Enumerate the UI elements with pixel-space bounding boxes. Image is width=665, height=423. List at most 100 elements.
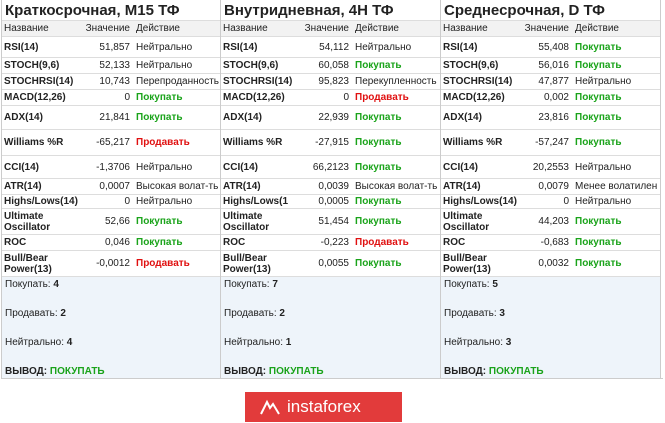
indicator-row: CCI(14) -1,3706 Нейтрально — [2, 155, 220, 179]
conclusion-value: ПОКУПАТЬ — [488, 366, 544, 377]
logo-text: instaforex — [287, 397, 361, 416]
indicator-row: ADX(14) 21,841 Покупать — [2, 105, 220, 130]
indicator-name: Bull/Bear Power(13) — [441, 250, 519, 277]
column-header: Значение — [519, 20, 571, 37]
indicator-name: ADX(14) — [221, 105, 299, 130]
summary-value: 5 — [492, 279, 498, 290]
indicator-value: 0,0007 — [80, 178, 132, 195]
indicator-action: Нейтрально — [571, 73, 660, 90]
indicator-row: MACD(12,26) 0,002 Покупать — [441, 89, 660, 106]
indicator-action: Нейтрально — [132, 57, 220, 74]
indicator-row: ROC -0,223 Продавать — [221, 234, 440, 251]
summary-value: 4 — [66, 337, 73, 348]
indicator-action: Покупать — [351, 105, 440, 130]
indicator-name: CCI(14) — [221, 155, 299, 179]
summary-line: Нейтрально: 1 — [224, 335, 440, 364]
indicator-action: Покупать — [132, 105, 220, 130]
indicator-value: 0 — [519, 194, 571, 209]
column-header: Название — [441, 20, 519, 37]
summary-line: Продавать: 2 — [224, 306, 440, 335]
indicator-action: Перепроданность — [132, 73, 220, 90]
indicator-name: MACD(12,26) — [441, 89, 519, 106]
column-header: Действие — [351, 20, 440, 37]
summary-value: 3 — [505, 337, 512, 348]
conclusion-value: ПОКУПАТЬ — [49, 366, 105, 377]
indicator-row: Williams %R -65,217 Продавать — [2, 129, 220, 156]
indicator-action: Покупать — [351, 250, 440, 277]
indicator-action: Покупать — [571, 129, 660, 156]
indicator-action: Покупать — [132, 234, 220, 251]
summary: Покупать: 7 Продавать: 2 Нейтрально: 1 ВЫВО… — [221, 276, 440, 378]
indicator-action: Нейтрально — [132, 36, 220, 58]
indicator-row: Bull/Bear Power(13) 0,0055 Покупать — [221, 250, 440, 277]
indicator-row: CCI(14) 66,2123 Покупать — [221, 155, 440, 179]
indicator-name: MACD(12,26) — [221, 89, 299, 106]
summary-value: 4 — [53, 279, 59, 290]
indicator-action: Перекупленность — [351, 73, 440, 90]
conclusion: ВЫВОД: ПОКУПАТЬ — [444, 364, 660, 393]
indicator-value: 0,0032 — [519, 250, 571, 277]
conclusion: ВЫВОД: ПОКУПАТЬ — [224, 364, 440, 393]
column-header: Действие — [571, 20, 660, 37]
summary-line: Покупать: 4 — [5, 277, 220, 306]
indicator-name: CCI(14) — [2, 155, 80, 179]
indicator-table: Название Значение Действие RSI(14) 54,112 Ней… — [221, 20, 440, 277]
summary-label: Продавать: — [444, 308, 497, 319]
indicator-name: ROC — [2, 234, 80, 251]
indicator-action: Нейтрально — [571, 155, 660, 179]
indicator-row: Ultimate Oscillator 51,454 Покупать — [221, 208, 440, 235]
indicator-name: ATR(14) — [2, 178, 80, 195]
indicator-value: -57,247 — [519, 129, 571, 156]
indicator-row: ATR(14) 0,0079 Менее волатилен — [441, 178, 660, 195]
indicator-table: Название Значение Действие RSI(14) 55,408 Пок… — [441, 20, 660, 277]
indicator-row: STOCH(9,6) 60,058 Покупать — [221, 57, 440, 74]
indicator-name: Highs/Lows(1 — [221, 194, 299, 209]
summary-value: 1 — [285, 337, 292, 348]
indicator-action: Покупать — [571, 36, 660, 58]
indicator-value: -0,223 — [299, 234, 351, 251]
summary-value: 2 — [60, 308, 66, 319]
indicator-value: 23,816 — [519, 105, 571, 130]
indicator-name: ADX(14) — [2, 105, 80, 130]
indicator-name: RSI(14) — [441, 36, 519, 58]
panel-title: Краткосрочная, M15 ТФ — [5, 2, 180, 19]
indicator-value: 44,203 — [519, 208, 571, 235]
indicator-value: -1,3706 — [80, 155, 132, 179]
indicator-value: -0,683 — [519, 234, 571, 251]
indicator-action: Покупать — [571, 250, 660, 277]
indicator-action: Продавать — [132, 250, 220, 277]
indicator-name: STOCHRSI(14) — [221, 73, 299, 90]
summary-label: Нейтрально: — [5, 337, 64, 348]
indicator-name: Highs/Lows(14) — [441, 194, 519, 209]
indicator-action: Покупать — [351, 155, 440, 179]
indicator-row: RSI(14) 51,857 Нейтрально — [2, 36, 220, 58]
indicator-value: 0 — [80, 194, 132, 209]
indicator-name: CCI(14) — [441, 155, 519, 179]
indicator-name: ADX(14) — [441, 105, 519, 130]
indicator-row: ADX(14) 22,939 Покупать — [221, 105, 440, 130]
indicator-name: Ultimate Oscillator — [2, 208, 80, 235]
indicator-action: Нейтрально — [132, 194, 220, 209]
indicator-row: Williams %R -57,247 Покупать — [441, 129, 660, 156]
indicator-value: 0,0055 — [299, 250, 351, 277]
conclusion-value: ПОКУПАТЬ — [268, 366, 324, 377]
summary-label: Покупать: — [5, 279, 51, 290]
indicator-row: Ultimate Oscillator 44,203 Покупать — [441, 208, 660, 235]
logo[interactable]: instaforex — [245, 392, 402, 422]
indicator-value: 0,002 — [519, 89, 571, 106]
column-header: Значение — [80, 20, 132, 37]
indicator-value: 60,058 — [299, 57, 351, 74]
indicator-value: 95,823 — [299, 73, 351, 90]
indicator-name: Williams %R — [2, 129, 80, 156]
panel: Краткосрочная, M15 ТФ Название Значение Дей… — [1, 0, 221, 378]
indicator-row: Bull/Bear Power(13) -0,0012 Продавать — [2, 250, 220, 277]
indicator-name: Williams %R — [221, 129, 299, 156]
indicator-row: Highs/Lows(1 0,0005 Покупать — [221, 194, 440, 209]
indicator-row: ROC -0,683 Покупать — [441, 234, 660, 251]
indicator-name: ATR(14) — [221, 178, 299, 195]
conclusion-label: ВЫВОД: — [224, 366, 267, 377]
indicator-action: Покупать — [571, 234, 660, 251]
indicator-table: Название Значение Действие RSI(14) 51,857 Ней… — [2, 20, 220, 277]
indicator-value: 66,2123 — [299, 155, 351, 179]
indicator-value: -27,915 — [299, 129, 351, 156]
